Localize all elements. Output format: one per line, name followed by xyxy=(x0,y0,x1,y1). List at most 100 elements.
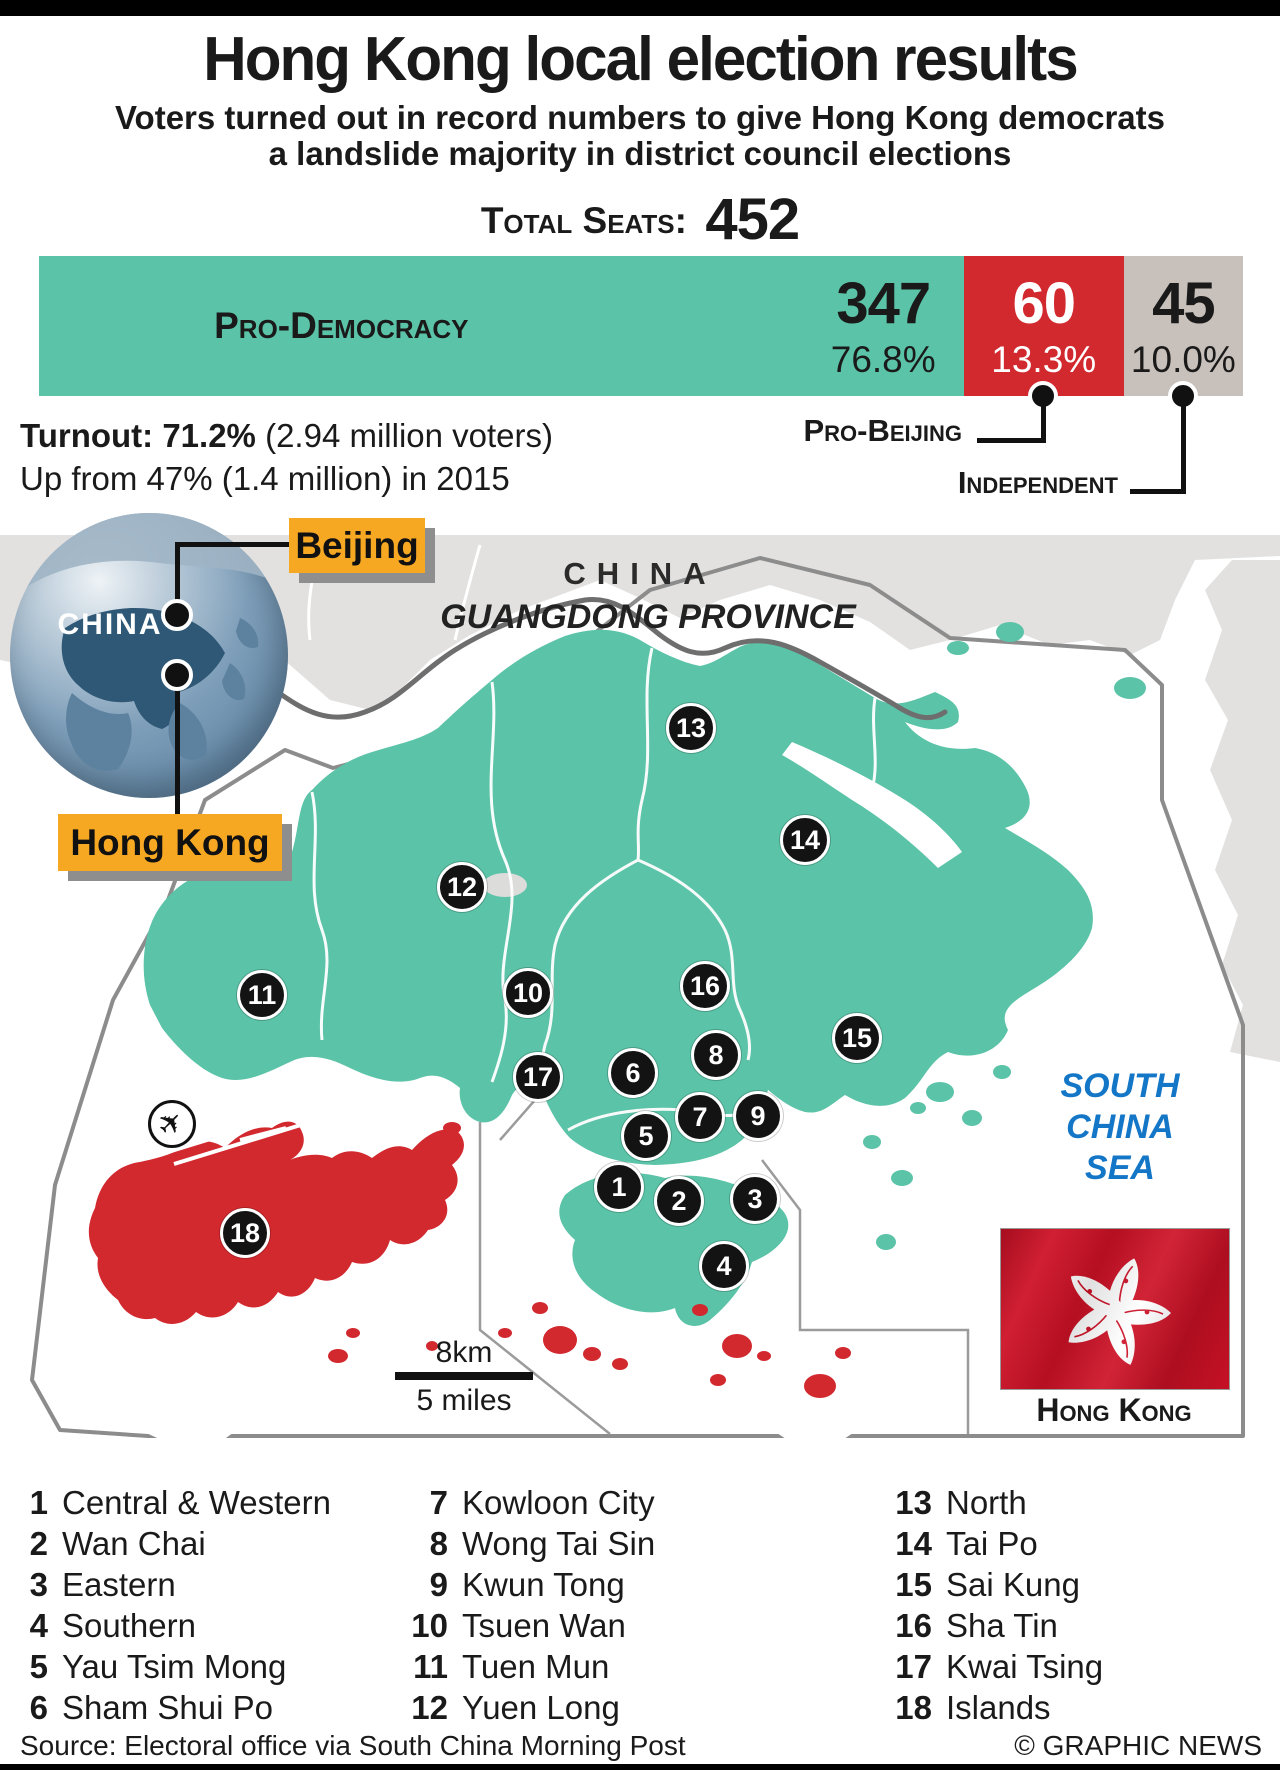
pro-beijing-connector-vertical xyxy=(1041,402,1046,443)
district-marker-5: 5 xyxy=(621,1111,671,1161)
district-marker-15: 15 xyxy=(832,1013,882,1063)
globe-china-label: CHINA xyxy=(57,608,163,641)
pro-beijing-pct: 13.3% xyxy=(991,338,1097,380)
legend-item-number: 4 xyxy=(29,1606,48,1644)
legend-item-number: 15 xyxy=(895,1565,932,1603)
scale-km-label: 8km xyxy=(435,1336,493,1369)
total-seats: Total Seats: 452 xyxy=(0,186,1280,253)
legend-item-name: Kwai Tsing xyxy=(946,1647,1104,1685)
legend-item-number: 3 xyxy=(29,1565,48,1603)
legend-item-number: 14 xyxy=(895,1524,932,1562)
page-title: Hong Kong local election results xyxy=(203,25,1079,94)
legend-item-name: Yuen Long xyxy=(462,1688,620,1726)
district-marker-13: 13 xyxy=(666,703,716,753)
pro-democracy-values: 347 76.8% xyxy=(831,270,936,378)
pro-democracy-label: Pro-Democracy xyxy=(214,305,469,346)
hong-kong-dot xyxy=(161,659,193,691)
legend-column-1: 1 Central & Western 2 Wan Chai 3 Eastern 4 Sout… xyxy=(10,1482,331,1728)
legend-item-number: 7 xyxy=(429,1483,448,1521)
top-black-bar xyxy=(0,0,1280,16)
legend-item-number: 8 xyxy=(429,1524,448,1562)
china-map-label: CHINA xyxy=(563,556,717,591)
hong-kong-flag xyxy=(1000,1228,1230,1390)
legend-item-12: 12 Yuen Long xyxy=(390,1687,655,1728)
legend-item-name: Southern xyxy=(62,1606,196,1644)
legend-item-name: Sham Shui Po xyxy=(62,1688,273,1726)
district-marker-9: 9 xyxy=(733,1091,783,1141)
pro-beijing-seats: 60 xyxy=(1012,270,1076,336)
source-credit: Source: Electoral office via South China… xyxy=(20,1730,686,1761)
legend-item-name: Tuen Mun xyxy=(462,1647,610,1685)
beijing-connector-vertical xyxy=(175,542,180,616)
district-marker-7: 7 xyxy=(675,1092,725,1142)
legend-item-15: 15 Sai Kung xyxy=(872,1564,1103,1605)
legend-item-1: 1 Central & Western xyxy=(10,1482,331,1523)
beijing-label: Beijing xyxy=(289,518,425,573)
scale-bar xyxy=(395,1372,533,1380)
legend-item-number: 17 xyxy=(895,1647,932,1685)
hong-kong-connector-vertical xyxy=(175,686,180,818)
legend-item-10: 10 Tsuen Wan xyxy=(390,1605,655,1646)
district-marker-2: 2 xyxy=(654,1176,704,1226)
legend-item-name: Islands xyxy=(946,1688,1051,1726)
globe-inset xyxy=(10,513,288,798)
legend-item-16: 16 Sha Tin xyxy=(872,1605,1103,1646)
independent-connector-vertical xyxy=(1181,402,1186,494)
legend-item-number: 16 xyxy=(895,1606,932,1644)
legend-item-13: 13 North xyxy=(872,1482,1103,1523)
legend-item-name: Eastern xyxy=(62,1565,176,1603)
legend-item-name: Wan Chai xyxy=(62,1524,206,1562)
hong-kong-label: Hong Kong xyxy=(58,814,282,871)
pro-beijing-values: 60 13.3% xyxy=(991,270,1097,380)
legend-item-18: 18 Islands xyxy=(872,1687,1103,1728)
legend-item-17: 17 Kwai Tsing xyxy=(872,1646,1103,1687)
legend-item-number: 18 xyxy=(895,1688,932,1726)
shenzhen-border-line xyxy=(152,596,948,721)
bar-segment-pro-democracy: Pro-Democracy 347 76.8% xyxy=(39,256,964,396)
turnout-text: Turnout: 71.2% (2.94 million voters) Up … xyxy=(20,414,553,500)
independent-callout-label: Independent xyxy=(957,465,1118,500)
legend-item-7: 7 Kowloon City xyxy=(390,1482,655,1523)
bar-segment-pro-beijing: 60 13.3% xyxy=(963,256,1124,396)
legend-item-5: 5 Yau Tsim Mong xyxy=(10,1646,331,1687)
mainland-coast xyxy=(0,535,1280,710)
legend-item-name: Sai Kung xyxy=(946,1565,1080,1603)
pro-democracy-seats: 347 xyxy=(836,270,931,336)
page-subtitle: Voters turned out in record numbers to g… xyxy=(0,100,1280,172)
scale-miles-label: 5 miles xyxy=(416,1384,512,1417)
legend-item-6: 6 Sham Shui Po xyxy=(10,1687,331,1728)
bottom-black-bar xyxy=(0,1764,1280,1770)
guangdong-province-label: GUANGDONG PROVINCE xyxy=(440,598,856,636)
turnout-line2: Up from 47% (1.4 million) in 2015 xyxy=(20,460,510,497)
legend-item-2: 2 Wan Chai xyxy=(10,1523,331,1564)
pro-beijing-connector-horizontal xyxy=(977,438,1043,443)
flag-caption: Hong Kong xyxy=(1036,1392,1192,1428)
district-marker-12: 12 xyxy=(437,862,487,912)
legend-item-8: 8 Wong Tai Sin xyxy=(390,1523,656,1564)
district-marker-8: 8 xyxy=(691,1030,741,1080)
subtitle-line1: Voters turned out in record numbers to g… xyxy=(115,99,1165,136)
total-seats-label: Total Seats: xyxy=(480,200,687,241)
independent-seats: 45 xyxy=(1152,270,1216,336)
legend-item-3: 3 Eastern xyxy=(10,1564,331,1605)
south-china-sea-label: SOUTH CHINA SEA xyxy=(1060,1067,1180,1187)
district-marker-14: 14 xyxy=(780,815,830,865)
legend-item-name: Central & Western xyxy=(62,1483,331,1521)
legend-item-number: 13 xyxy=(895,1483,932,1521)
legend-column-2: 7 Kowloon City 8 Wong Tai Sin 9 Kwun Tong 10 Ts… xyxy=(390,1482,655,1728)
airport-icon: ✈ xyxy=(148,1100,196,1148)
legend-item-9: 9 Kwun Tong xyxy=(390,1564,655,1605)
turnout-line1-rest: (2.94 million voters) xyxy=(255,417,554,454)
legend-item-name: Yau Tsim Mong xyxy=(62,1647,287,1685)
independent-pct: 10.0% xyxy=(1130,338,1236,380)
legend-item-number: 5 xyxy=(29,1647,48,1685)
district-marker-16: 16 xyxy=(680,961,730,1011)
independent-values: 45 10.0% xyxy=(1130,270,1236,380)
district-marker-10: 10 xyxy=(503,968,553,1018)
legend-item-4: 4 Southern xyxy=(10,1605,331,1646)
seats-stacked-bar: Pro-Democracy 347 76.8% 60 13.3% 45 10.0… xyxy=(39,256,1243,396)
district-marker-6: 6 xyxy=(608,1048,658,1098)
legend-item-number: 9 xyxy=(429,1565,448,1603)
legend-item-name: North xyxy=(946,1483,1027,1521)
